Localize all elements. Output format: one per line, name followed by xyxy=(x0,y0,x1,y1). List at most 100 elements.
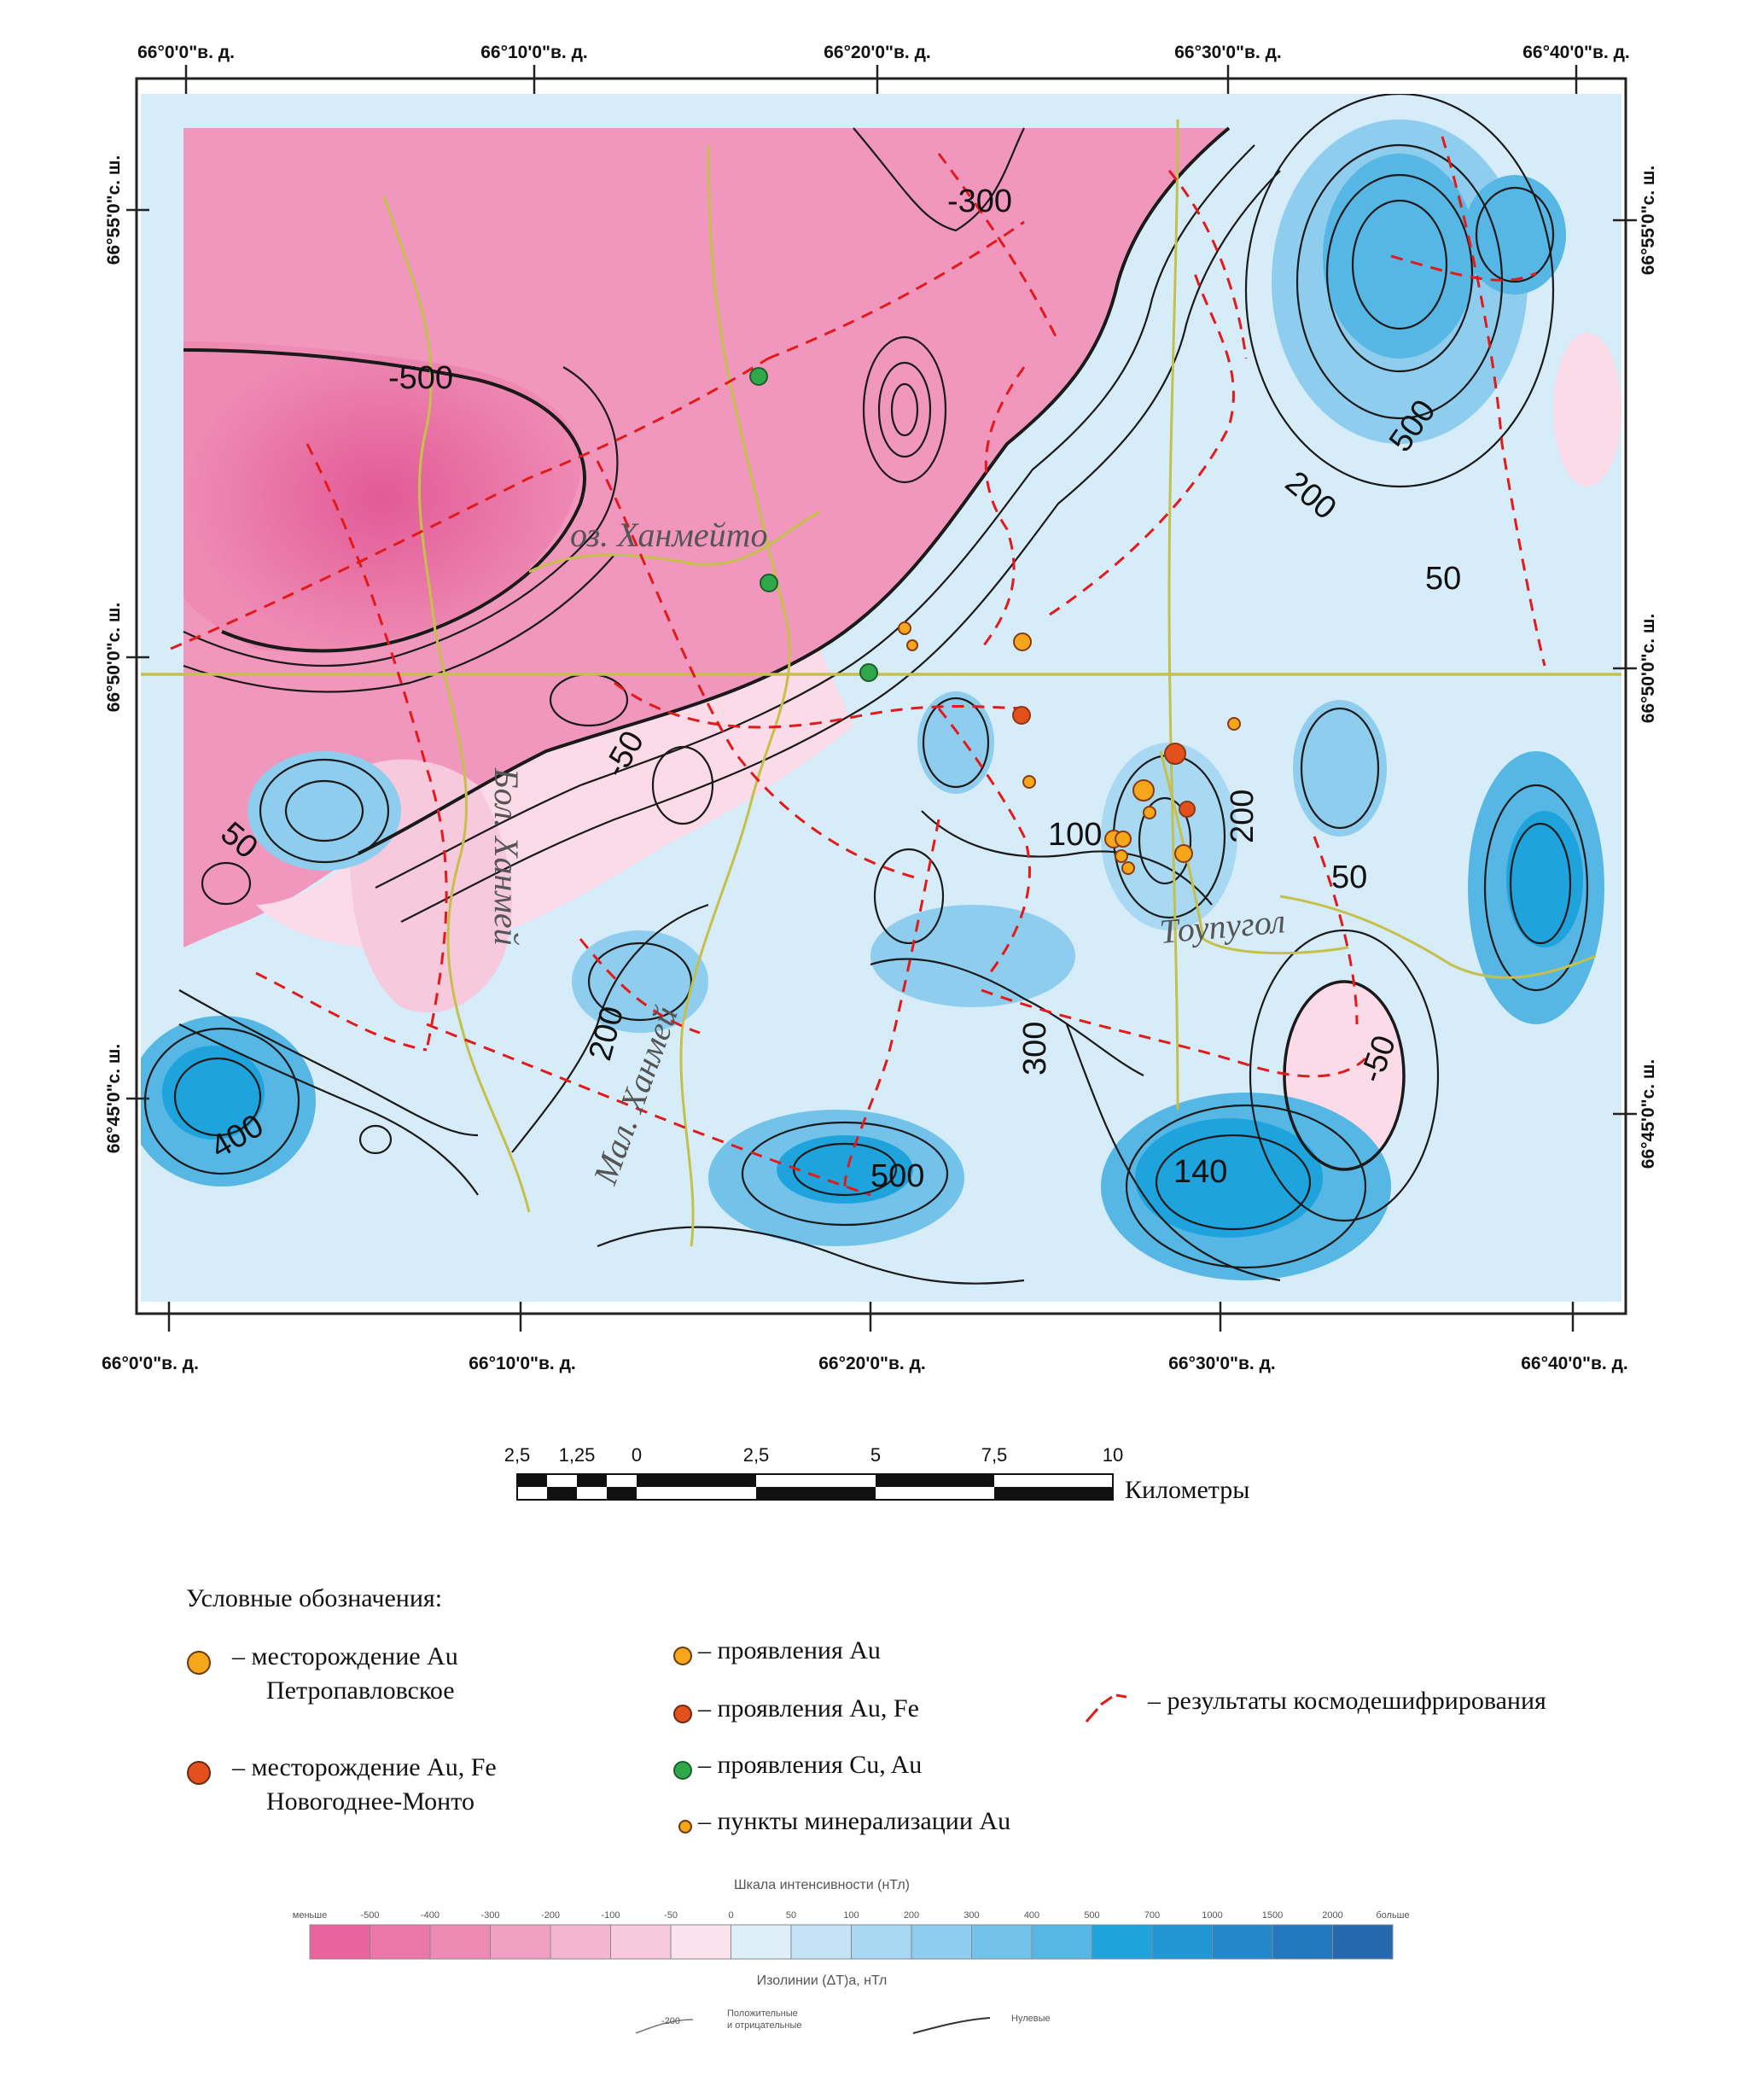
isolines-title: Изолинии (ΔT)a, нТл xyxy=(757,1973,888,1988)
zero-isoline-sample xyxy=(912,2017,991,2034)
latitude-label: 66°50'0"с. ш. xyxy=(1639,614,1658,723)
intensity-scale-title: Шкала интенсивности (нТл) xyxy=(734,1878,910,1892)
intensity-scale-tick-label: больше xyxy=(1376,1910,1409,1921)
latitude-label: 66°55'0"с. ш. xyxy=(1639,166,1658,275)
showing-aufe-symbol xyxy=(673,1705,692,1723)
showing-cuau xyxy=(760,574,778,592)
intensity-scale-tick-label: меньше xyxy=(293,1910,327,1921)
showing-au-symbol xyxy=(673,1647,692,1665)
intensity-scale-cell xyxy=(1092,1924,1153,1960)
showing-aufe xyxy=(1179,801,1196,818)
showing-cuau-symbol xyxy=(673,1761,692,1780)
legend-subitem: Петропавловское xyxy=(266,1676,455,1705)
deposit-au xyxy=(1132,779,1155,802)
longitude-label: 66°40'0"в. д. xyxy=(1522,43,1630,62)
point-au-symbol xyxy=(678,1820,692,1833)
map-frame xyxy=(135,77,1627,1315)
intensity-scale-cell xyxy=(610,1924,672,1960)
longitude-label: 66°30'0"в. д. xyxy=(1174,43,1282,62)
intensity-scale-tick-label: 1500 xyxy=(1262,1910,1283,1921)
right-latitude-labels: 66°55'0"с. ш. 66°50'0"с. ш. 66°45'0"с. ш… xyxy=(1639,166,1658,1169)
top-longitude-labels: 66°0'0"в. д. 66°10'0"в. д. 66°20'0"в. д.… xyxy=(137,43,1630,62)
scale-number: 7,5 xyxy=(981,1444,1008,1466)
negative-anomaly-zone xyxy=(183,128,1229,947)
intensity-scale-tick-label: -500 xyxy=(360,1910,379,1921)
intensity-scale-cell xyxy=(1151,1924,1213,1960)
intensity-scale-cell xyxy=(1272,1924,1333,1960)
point-au xyxy=(1121,861,1135,875)
point-au xyxy=(906,639,918,651)
intensity-scale-cell xyxy=(851,1924,912,1960)
river-name: Бол. Ханмей xyxy=(487,767,526,946)
intensity-scale-tick-label: 700 xyxy=(1144,1910,1160,1921)
scale-number: 5 xyxy=(870,1444,881,1466)
legend-item: – месторождение Au xyxy=(231,1642,458,1670)
point-au xyxy=(1227,717,1241,731)
contour-label: 500 xyxy=(870,1158,924,1194)
showing-cuau xyxy=(749,367,768,386)
contour-label: 50 xyxy=(1425,561,1461,597)
legend-item: – пункты минерализации Au xyxy=(697,1807,1010,1835)
intensity-scale-tick-label: -200 xyxy=(541,1910,560,1921)
intensity-scale-tick-label: 300 xyxy=(964,1910,979,1921)
isoline-type-label: Положительные xyxy=(727,2008,798,2019)
intensity-scale-tick-label: 100 xyxy=(843,1910,859,1921)
legend-item: – результаты космодешифрирования xyxy=(1147,1687,1546,1715)
point-au xyxy=(1143,806,1156,819)
contour-label: 140 xyxy=(1173,1154,1227,1190)
intensity-scale-tick-label: 2000 xyxy=(1322,1910,1342,1921)
legend-title: Условные обозначения: xyxy=(186,1584,442,1612)
negative-anomaly-edge xyxy=(1553,333,1621,487)
left-latitude-labels: 66°55'0"с. ш. 66°50'0"с. ш. 66°45'0"с. ш… xyxy=(104,155,124,1153)
legend: Условные обозначения: – месторождение Au… xyxy=(186,1584,1546,1835)
intensity-scale-cell xyxy=(370,1924,431,1960)
graticule-ticks xyxy=(126,65,1637,1332)
scale-number: 2,5 xyxy=(504,1444,531,1466)
intensity-scale-tick-label: -300 xyxy=(480,1910,499,1921)
deposit-au-symbol xyxy=(187,1651,211,1675)
intensity-scale-tick-label: 400 xyxy=(1024,1910,1039,1921)
intensity-scale-cell xyxy=(309,1924,370,1960)
contour-label: -500 xyxy=(388,360,453,396)
showing-au xyxy=(1115,831,1132,848)
intensity-scale-tick-label: 1000 xyxy=(1202,1910,1222,1921)
latitude-label: 66°55'0"с. ш. xyxy=(104,155,124,265)
intensity-scale-cell xyxy=(790,1924,852,1960)
latitude-label: 66°50'0"с. ш. xyxy=(104,603,124,712)
deposit-aufe-symbol xyxy=(187,1761,211,1785)
intensity-scale-cell xyxy=(429,1924,491,1960)
contour-label: 200 xyxy=(1225,790,1260,843)
longitude-label: 66°10'0"в. д. xyxy=(469,1354,576,1373)
legend-item: – месторождение Au, Fe xyxy=(231,1753,497,1781)
intensity-scale-cell xyxy=(670,1924,731,1960)
showing-au xyxy=(1174,844,1193,863)
intensity-scale-cell xyxy=(911,1924,972,1960)
intensity-scale-cell xyxy=(971,1924,1033,1960)
intensity-scale-tick-label: -50 xyxy=(664,1910,678,1921)
rivers xyxy=(141,119,1621,1247)
legend-item: – проявления Cu, Au xyxy=(697,1751,922,1779)
intensity-scale-tick-label: -400 xyxy=(421,1910,440,1921)
fault-lines-symbol xyxy=(1085,1694,1127,1723)
deposit-aufe xyxy=(1164,743,1186,765)
intensity-scale-cell xyxy=(1031,1924,1092,1960)
longitude-label: 66°10'0"в. д. xyxy=(480,43,588,62)
showing-au xyxy=(898,621,911,635)
intensity-scale-tick-label: 200 xyxy=(904,1910,919,1921)
longitude-label: 66°0'0"в. д. xyxy=(102,1354,199,1373)
scale-bar: 2,5 1,25 0 2,5 5 7,5 10 Километры xyxy=(504,1444,1250,1504)
intensity-scale-tick-label: 50 xyxy=(786,1910,796,1921)
longitude-label: 66°40'0"в. д. xyxy=(1521,1354,1628,1373)
longitude-label: 66°20'0"в. д. xyxy=(818,1354,926,1373)
strong-negative-core xyxy=(183,341,582,652)
showing-au xyxy=(1013,633,1032,651)
latitude-label: 66°45'0"с. ш. xyxy=(1639,1059,1658,1169)
isoline-type-label: Нулевые xyxy=(1011,2014,1051,2024)
intensity-scale-cell xyxy=(490,1924,551,1960)
fault-lines xyxy=(170,136,1546,1197)
legend-subitem: Новогоднее-Монто xyxy=(266,1787,474,1816)
point-au xyxy=(1115,849,1128,863)
contour-label: -300 xyxy=(947,184,1012,219)
intensity-scale-cell xyxy=(550,1924,611,1960)
scale-number: 10 xyxy=(1103,1444,1123,1466)
